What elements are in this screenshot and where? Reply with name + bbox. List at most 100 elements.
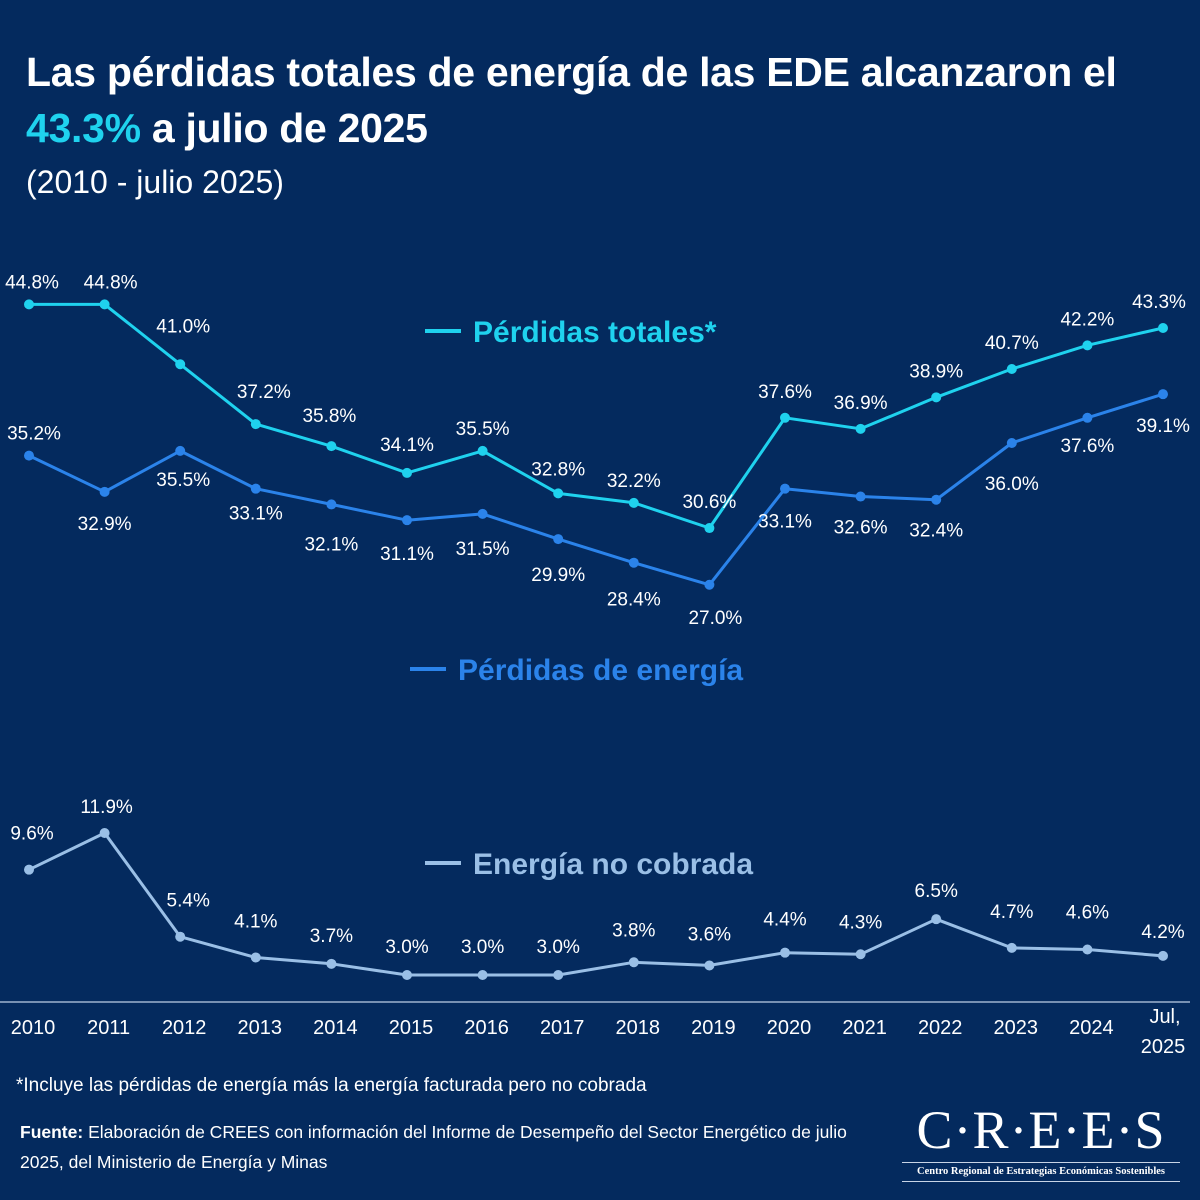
chart-subtitle: (2010 - julio 2025) [26,164,284,200]
data-point-perdidas_totales [704,523,715,534]
series-line-perdidas_totales [29,302,1164,530]
data-point-perdidas_energia [1082,412,1093,423]
data-label-perdidas_energia: 37.6% [1060,436,1114,457]
lower-panel: 9.6% 11.9% 5.4% 4.1% 3.7% 3.0% 3.0% 3.0% 3.8% 3.6… [10,797,1185,981]
data-point-perdidas_totales [250,419,261,430]
data-point-perdidas_totales [477,445,488,456]
data-point-perdidas_energia [1158,389,1168,400]
source-label: Fuente: [20,1122,84,1142]
x-tick-label: 2013 [238,1017,283,1039]
source-text: Elaboración de CREES con información del… [20,1122,847,1172]
data-label-perdidas_totales: 37.2% [237,382,291,403]
legend: Pérdidas totales* Pérdidas de energía Ener… [410,316,753,881]
data-label-perdidas_totales: 42.2% [1060,309,1114,330]
data-label-energia_no_cobrada: 4.6% [1066,902,1109,923]
data-label-energia_no_cobrada: 4.4% [763,910,806,931]
data-label-perdidas_energia: 32.9% [78,514,132,535]
data-label-perdidas_totales: 34.1% [380,435,434,456]
data-point-energia_no_cobrada [1006,942,1017,953]
data-label-perdidas_energia: 32.6% [834,518,888,539]
data-point-perdidas_energia [628,557,639,568]
data-point-energia_no_cobrada [250,952,261,963]
footnote: *Incluye las pérdidas de energía más la … [16,1075,647,1096]
series-line-energia_no_cobrada [28,831,1164,977]
data-point-perdidas_energia [553,534,564,545]
data-label-perdidas_energia: 33.1% [758,512,812,533]
data-label-energia_no_cobrada: 4.1% [234,911,277,932]
data-label-perdidas_totales: 35.5% [456,419,510,440]
data-point-perdidas_energia [250,483,261,494]
line-chart: 44.8% 44.8% 41.0% 37.2% 35.8% 34.1% 35.5% 32.8%… [0,272,1190,1058]
data-point-perdidas_energia [175,445,186,456]
x-tick-label: 2015 [389,1017,434,1039]
data-point-energia_no_cobrada [704,960,715,971]
chart-title: Las pérdidas totales de energía de las E… [26,44,1186,156]
x-tick-label: 2018 [616,1017,661,1039]
data-point-perdidas_totales [628,497,639,508]
data-label-perdidas_totales: 41.0% [156,316,210,337]
series-line-perdidas_energia [28,392,1164,587]
title-highlight-value: 43.3% [26,105,141,151]
data-label-energia_no_cobrada: 5.4% [167,891,210,912]
x-axis-ticks: 2010 2011 2012 2013 2014 2015 2016 2017 2018 2019… [11,1006,1186,1058]
data-point-energia_no_cobrada [402,970,412,981]
legend-label: Energía no cobrada [473,848,753,881]
data-label-energia_no_cobrada: 3.6% [688,924,731,945]
x-tick-label: 2014 [313,1017,358,1039]
x-tick-label: 2022 [918,1017,963,1039]
data-point-perdidas_energia [99,486,110,497]
series-energia_no_cobrada: 9.6% 11.9% 5.4% 4.1% 3.7% 3.0% 3.0% 3.0% 3.8% 3.6… [10,797,1185,981]
data-label-perdidas_energia: 29.9% [531,565,585,586]
data-label-perdidas_energia: 32.4% [909,521,963,542]
data-label-energia_no_cobrada: 4.2% [1141,922,1184,943]
logo-rule-top [902,1162,1180,1163]
logo-rule-bottom [902,1181,1180,1182]
data-label-perdidas_energia: 39.1% [1136,416,1190,437]
data-point-perdidas_totales [175,359,186,370]
x-tick-label: 2024 [1069,1017,1114,1039]
data-point-perdidas_energia [704,579,715,590]
data-label-energia_no_cobrada: 3.0% [537,937,580,958]
data-label-energia_no_cobrada: 3.0% [385,937,428,958]
data-label-perdidas_energia: 32.1% [304,534,358,555]
data-point-perdidas_energia [326,499,337,510]
crees-logo: C·R·E·E·S Centro Regional de Estrategias… [898,1100,1184,1184]
data-label-perdidas_totales: 30.6% [682,492,736,513]
data-point-energia_no_cobrada [326,958,337,969]
data-label-perdidas_energia: 33.1% [229,504,283,525]
legend-item-energia_no_cobrada: Energía no cobrada [425,848,753,881]
x-tick-label: 2011 [87,1017,130,1039]
data-point-perdidas_totales [931,392,942,403]
data-point-energia_no_cobrada [99,827,110,838]
data-label-perdidas_energia: 36.0% [985,474,1039,495]
data-label-energia_no_cobrada: 3.8% [612,920,655,941]
source-note: Fuente: Elaboración de CREES con informa… [20,1117,880,1177]
x-tick-label: 2020 [767,1017,812,1039]
data-label-perdidas_totales: 32.2% [607,471,661,492]
data-point-perdidas_totales [402,467,412,478]
data-label-perdidas_totales: 32.8% [531,459,585,480]
data-point-perdidas_energia [402,515,412,526]
data-point-energia_no_cobrada [477,970,488,981]
x-tick-label: Jul, 2025 [1141,1006,1186,1058]
x-tick-label: 2023 [994,1017,1039,1039]
title-part1: Las pérdidas totales de energía de las E… [26,49,1117,95]
logo-subtitle: Centro Regional de Estrategias Económica… [916,1166,1165,1177]
data-point-energia_no_cobrada [1158,950,1168,961]
data-point-perdidas_totales [780,412,790,423]
data-label-perdidas_energia: 28.4% [607,590,661,611]
data-point-energia_no_cobrada [175,931,186,942]
legend-item-perdidas_totales: Pérdidas totales* [425,316,717,349]
data-point-perdidas_energia [24,450,34,461]
data-label-energia_no_cobrada: 3.0% [461,937,504,958]
series-perdidas_energia: 35.2% 32.9% 35.5% 33.1% 32.1% 31.1% 31.5% 29.9%… [7,389,1190,629]
data-label-perdidas_energia: 35.2% [7,424,61,445]
data-label-perdidas_totales: 36.9% [834,393,888,414]
legend-label: Pérdidas de energía [458,654,743,687]
upper-panel: 44.8% 44.8% 41.0% 37.2% 35.8% 34.1% 35.5% 32.8%… [5,272,1190,628]
series-perdidas_totales: 44.8% 44.8% 41.0% 37.2% 35.8% 34.1% 35.5% 32.8%… [5,272,1186,534]
data-label-perdidas_totales: 44.8% [84,272,138,293]
data-label-energia_no_cobrada: 11.9% [80,797,133,818]
data-point-energia_no_cobrada [780,947,790,958]
data-label-perdidas_totales: 40.7% [985,333,1039,354]
